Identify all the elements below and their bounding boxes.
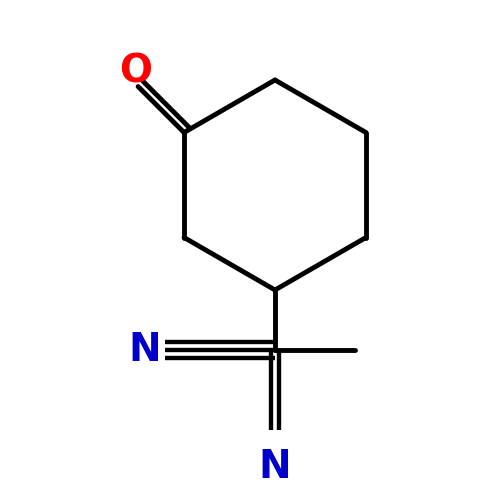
Text: N: N (128, 331, 162, 369)
Text: O: O (119, 52, 152, 90)
Text: N: N (258, 448, 292, 486)
